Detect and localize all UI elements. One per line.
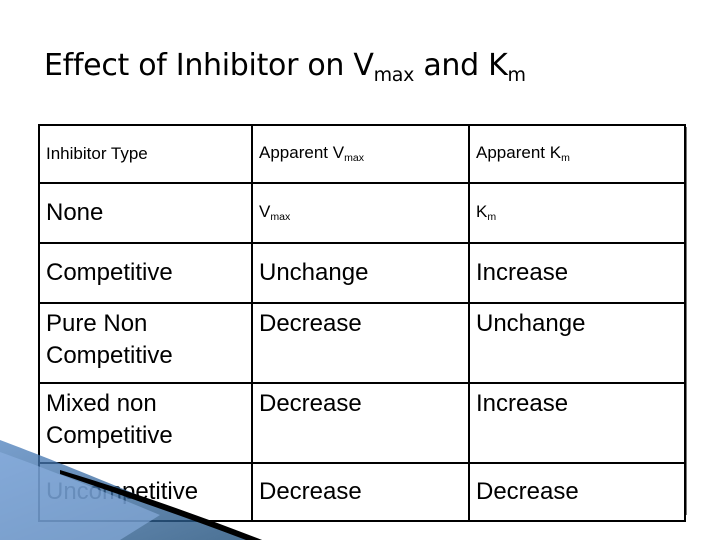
cell-km: Increase (468, 382, 686, 464)
cell-type: Pure Non Competitive (38, 302, 253, 384)
inhibitor-effect-table: Inhibitor Type Apparent Vmax Apparent Km… (38, 124, 686, 522)
table-row-none: None Vmax Km (38, 182, 686, 244)
slide-title: Effect of Inhibitor on Vmax and Km (44, 44, 526, 91)
cell-type: None (38, 182, 253, 244)
cell-km: Increase (468, 242, 686, 304)
cell-km: Decrease (468, 462, 686, 522)
inhibitor-table-container: Inhibitor Type Apparent Vmax Apparent Km… (38, 124, 687, 522)
cell-vmax: Decrease (251, 382, 470, 464)
table-row-uncompetitive: Uncompetitive Decrease Decrease (38, 462, 686, 522)
table-header-row: Inhibitor Type Apparent Vmax Apparent Km (38, 124, 686, 184)
cell-type: Uncompetitive (38, 462, 253, 522)
title-km-subscript: m (507, 64, 526, 86)
cell-vmax: Decrease (251, 302, 470, 384)
cell-vmax: Unchange (251, 242, 470, 304)
header-apparent-km: Apparent Km (468, 124, 686, 184)
cell-type: Mixed non Competitive (38, 382, 253, 464)
title-prefix: Effect of Inhibitor on V (44, 48, 374, 83)
cell-vmax: Decrease (251, 462, 470, 522)
cell-vmax: Vmax (251, 182, 470, 244)
title-vmax-subscript: max (373, 64, 415, 86)
header-apparent-vmax: Apparent Vmax (251, 124, 470, 184)
cell-km: Km (468, 182, 686, 244)
title-middle: and K (414, 48, 508, 83)
table-row-mixed-noncompetitive: Mixed non Competitive Decrease Increase (38, 382, 686, 464)
cell-type: Competitive (38, 242, 253, 304)
table-row-pure-noncompetitive: Pure Non Competitive Decrease Unchange (38, 302, 686, 384)
header-inhibitor-type: Inhibitor Type (38, 124, 253, 184)
table-row-competitive: Competitive Unchange Increase (38, 242, 686, 304)
cell-km: Unchange (468, 302, 686, 384)
